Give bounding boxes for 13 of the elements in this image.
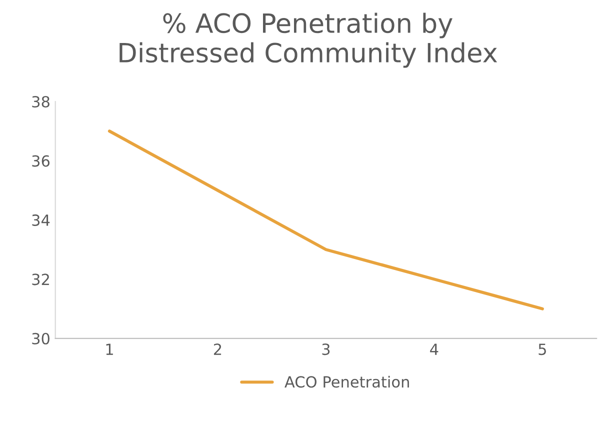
- line-series: [108, 130, 544, 310]
- y-tick-label: 38: [32, 96, 50, 108]
- y-tick-label: 36: [32, 155, 50, 167]
- x-tick-label: 2: [214, 344, 222, 355]
- y-tick-label: 34: [32, 214, 50, 226]
- chart-title: % ACO Penetration by Distressed Community Index: [120, 12, 498, 68]
- x-tick-label: 3: [322, 344, 330, 356]
- y-tick-label: 30: [32, 332, 50, 344]
- legend-label: ACO Penetration: [284, 376, 409, 388]
- x-tick-label: 4: [430, 344, 438, 355]
- x-tick-label: 5: [538, 344, 546, 356]
- y-tick-label: 32: [32, 274, 49, 286]
- x-tick-label: 1: [106, 344, 113, 355]
